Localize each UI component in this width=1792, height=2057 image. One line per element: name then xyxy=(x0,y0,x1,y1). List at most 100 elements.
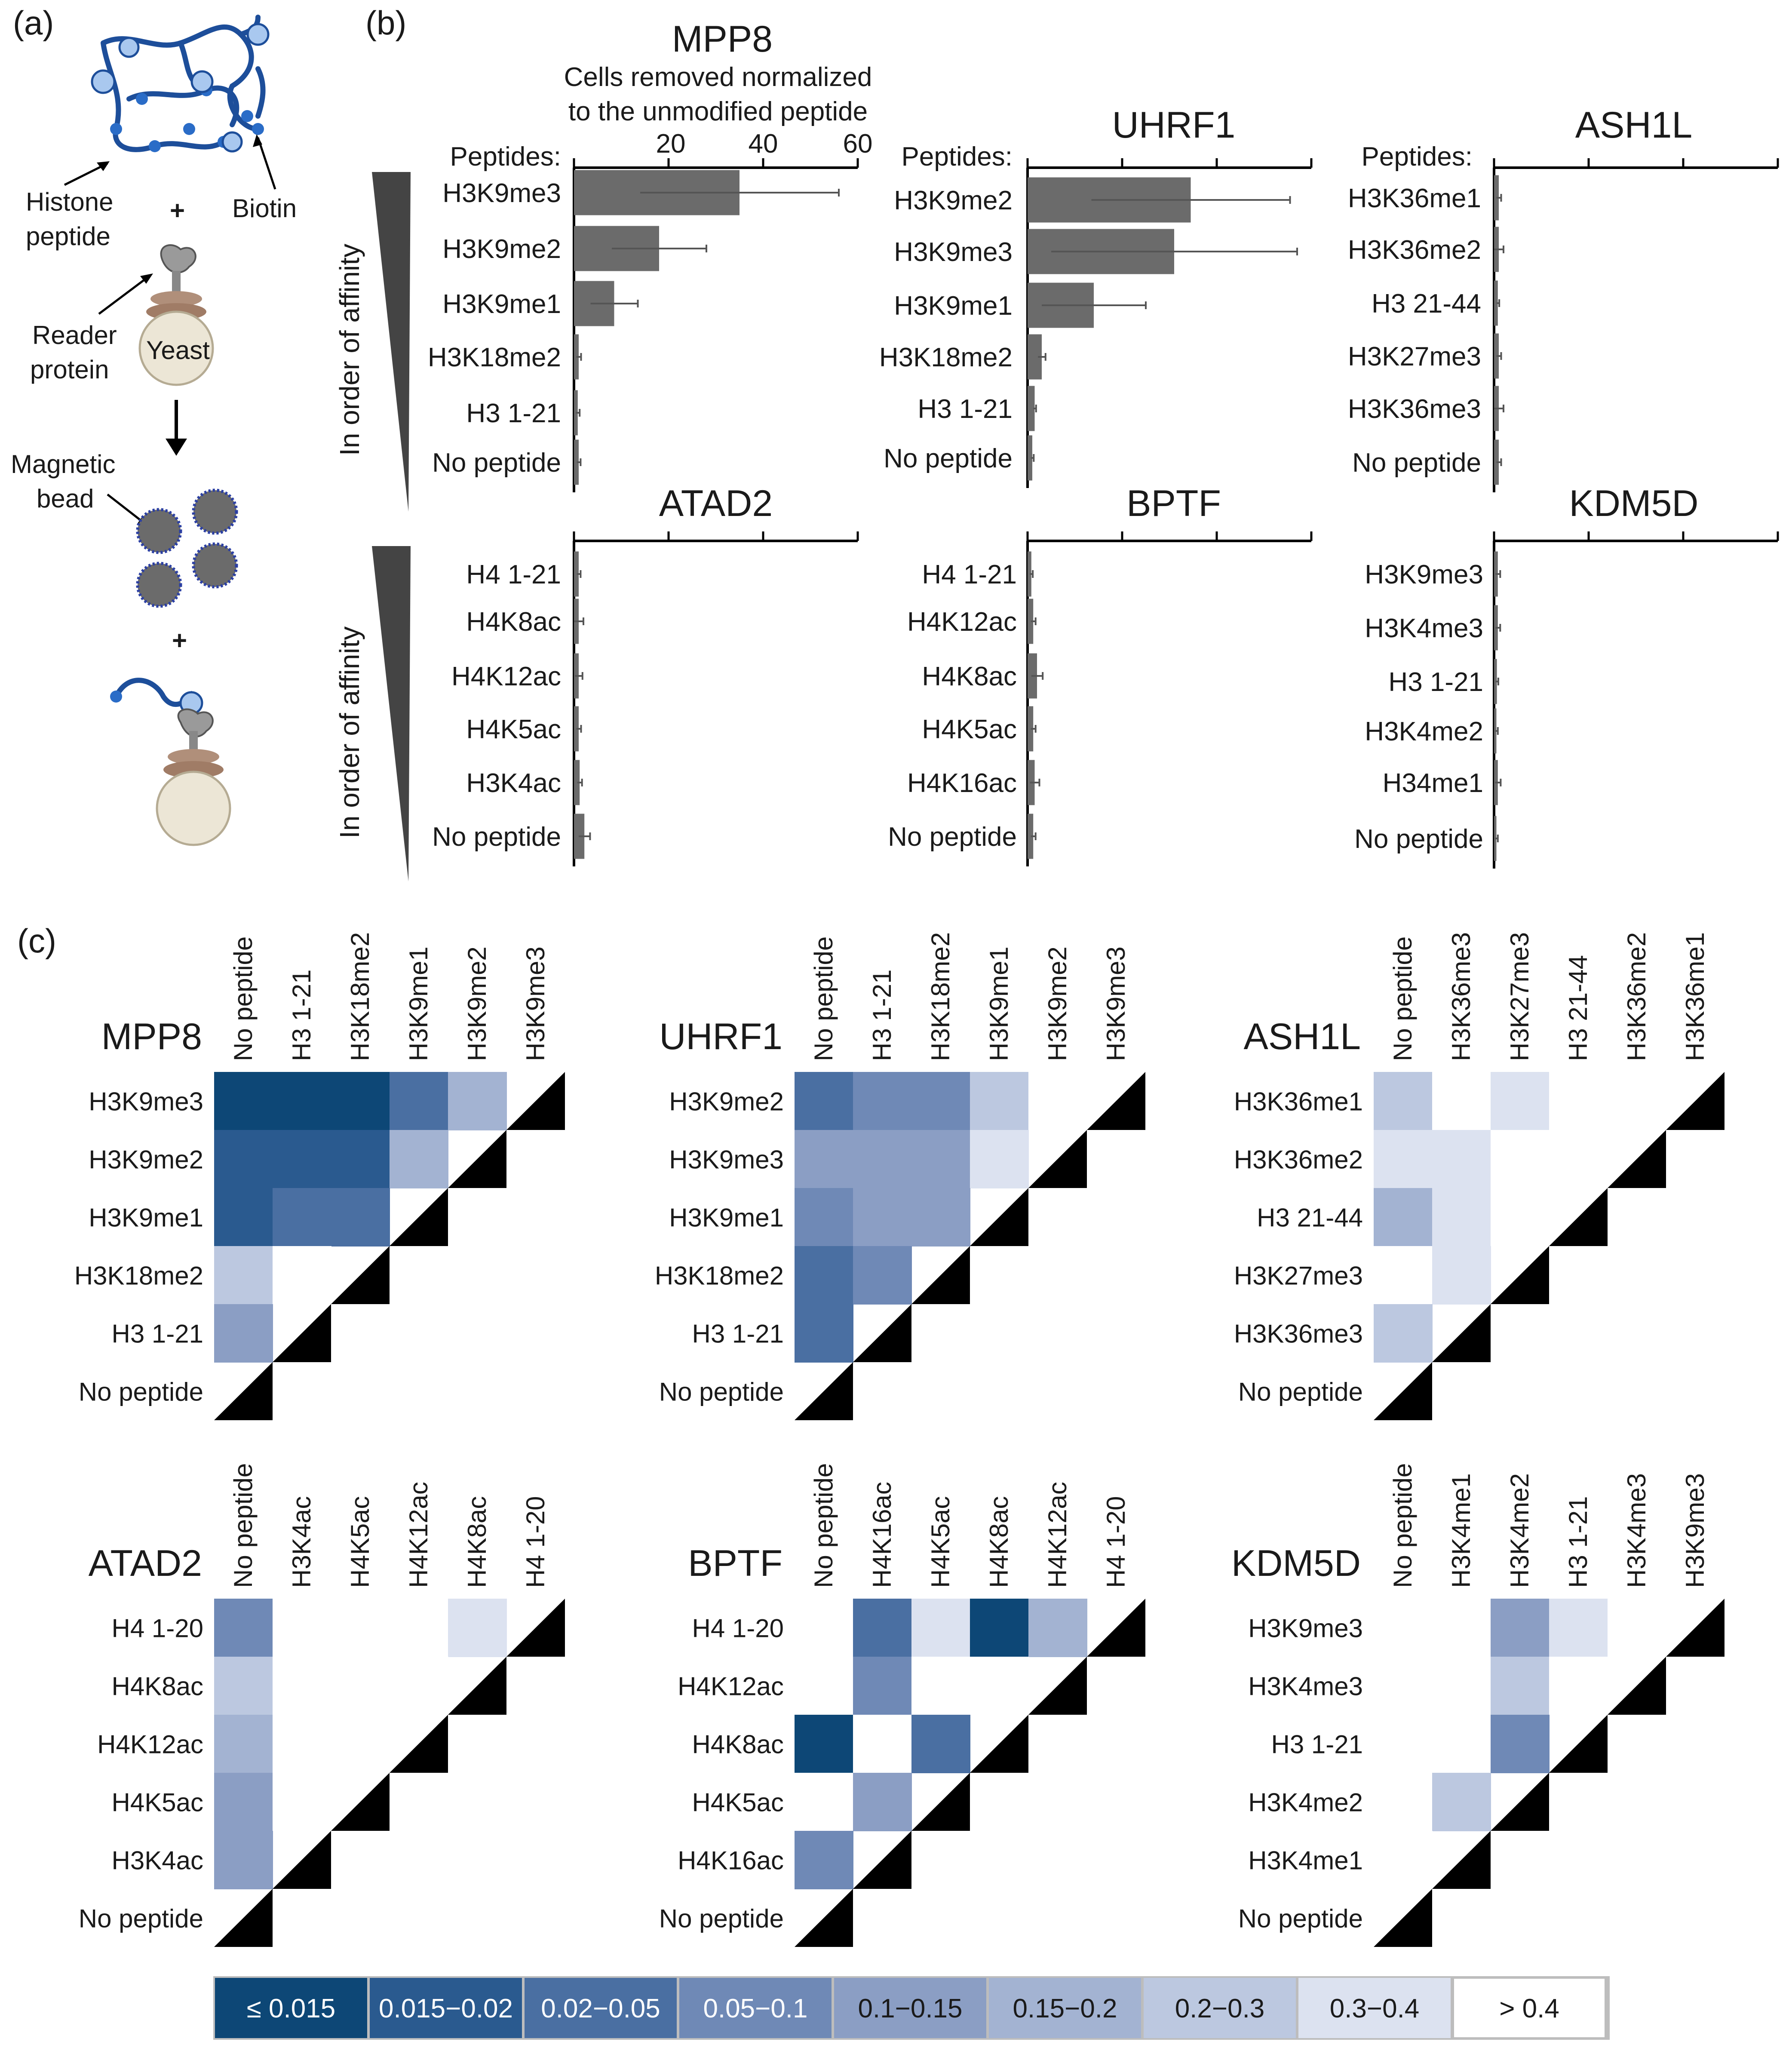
heatmap-cell xyxy=(795,1130,853,1188)
heatmap-column-label: H3 21-44 xyxy=(1564,955,1593,1061)
heatmap-cell xyxy=(1491,1715,1550,1773)
heatmap-cell xyxy=(795,1657,853,1715)
bar-tick-label: H3K4me3 xyxy=(1365,614,1483,643)
reader-anchor-top xyxy=(150,291,202,307)
heatmap-column-label: H3K4me1 xyxy=(1447,1473,1476,1588)
heatmap-cell xyxy=(273,1773,331,1831)
heatmap-title-atad2: ATAD2 xyxy=(89,1543,202,1584)
bar-tick-label: H3K9me3 xyxy=(442,178,561,208)
heatmap-column-label: H4K12ac xyxy=(404,1482,433,1588)
bar xyxy=(1494,280,1498,326)
heatmap-cell xyxy=(795,1831,853,1889)
heatmap-uhrf1: UHRF1 No peptide H3 1-21 H3K18me2 H3K9me1 H3K… xyxy=(655,932,1145,1420)
heatmap-row-label: H3K18me2 xyxy=(74,1262,203,1290)
diagonal-triangle xyxy=(1028,1130,1087,1188)
heatmap-row-label: H3 1-21 xyxy=(112,1320,203,1348)
heatmap-row-label: No peptide xyxy=(1238,1904,1363,1933)
diagonal-triangle xyxy=(1432,1831,1491,1889)
legend-swatch xyxy=(1298,1978,1451,2038)
heatmap-cell xyxy=(1432,1599,1491,1657)
heatmap-cell xyxy=(448,1072,507,1130)
heatmap-cell xyxy=(795,1188,853,1246)
heatmap-title-mpp8: MPP8 xyxy=(101,1016,202,1057)
heatmap-cell xyxy=(1374,1304,1433,1363)
heatmap-cell xyxy=(911,1715,970,1773)
diagonal-triangle xyxy=(1666,1072,1724,1130)
histone-peptide-label-2: peptide xyxy=(26,222,110,251)
legend-swatch xyxy=(834,1978,986,2038)
diagonal-triangle xyxy=(506,1072,565,1130)
heatmap-cell xyxy=(331,1715,390,1773)
heatmap-column-label: No peptide xyxy=(809,1463,838,1588)
diagonal-triangle xyxy=(970,1188,1028,1246)
heatmap-column-label: H4 1-20 xyxy=(1102,1496,1130,1588)
heatmap-row-label: H3K9me3 xyxy=(89,1087,203,1116)
heatmap-column-label: No peptide xyxy=(1388,936,1417,1061)
diagonal-triangle xyxy=(1432,1304,1491,1362)
heatmap-cell xyxy=(214,1246,273,1305)
bar-tick-label: H3K36me3 xyxy=(1348,394,1481,424)
bar-tick-label: H3 1-21 xyxy=(917,394,1013,424)
legend-swatch xyxy=(370,1978,522,2038)
reader-stalk xyxy=(172,271,181,297)
diagonal-triangle xyxy=(795,1362,853,1420)
yeast-cell xyxy=(138,310,214,386)
bar-tick-label: H4K16ac xyxy=(907,768,1017,798)
bar-tick-label: H3K9me2 xyxy=(894,186,1013,215)
heatmap-column-label: H3 1-21 xyxy=(287,970,316,1061)
heatmap-column-label: H3K36me2 xyxy=(1622,932,1651,1061)
heatmap-column-label: H3K36me1 xyxy=(1681,932,1709,1061)
bar-tick-label: No peptide xyxy=(432,822,561,852)
heatmap-row-label: H4 1-20 xyxy=(112,1614,203,1643)
heatmap-cell xyxy=(853,1657,912,1715)
heatmap-column-label: No peptide xyxy=(1388,1463,1417,1588)
heatmap-title-ash1l: ASH1L xyxy=(1244,1016,1361,1057)
heatmap-row-label: H3 1-21 xyxy=(1271,1730,1363,1759)
heatmap-cell xyxy=(214,1599,273,1657)
legend-label: 0.05−0.1 xyxy=(703,1994,807,2023)
bar-tick-label: H3 1-21 xyxy=(1388,667,1483,697)
heatmap-cell xyxy=(214,1304,273,1363)
diagonal-triangle xyxy=(448,1657,506,1715)
diagonal-triangle xyxy=(911,1246,970,1304)
heatmap-row-label: H3K18me2 xyxy=(655,1262,784,1290)
bar-tick-label: H34me1 xyxy=(1383,768,1483,798)
magnetic-bead-label-2: bead xyxy=(37,484,94,513)
heatmap-cell xyxy=(1491,1657,1550,1715)
affinity-wedge-top xyxy=(372,172,411,512)
heatmap-column-label: H4K5ac xyxy=(926,1496,955,1588)
legend-label: 0.2−0.3 xyxy=(1175,1994,1265,2023)
heatmap-cell xyxy=(1374,1657,1433,1715)
heatmap-column-label: H3K27me3 xyxy=(1505,932,1534,1061)
histone-peptide-label-1: Histone xyxy=(26,187,113,216)
heatmap-row-label: H3 1-21 xyxy=(692,1320,784,1348)
heatmap-cell xyxy=(214,1188,273,1246)
heatmap-row-label: H4 1-20 xyxy=(692,1614,784,1643)
heatmap-cell xyxy=(273,1246,331,1305)
diagonal-triangle xyxy=(1549,1188,1608,1246)
modification-circles xyxy=(91,23,270,153)
legend-label: > 0.4 xyxy=(1499,1994,1559,2023)
heatmap-cell xyxy=(273,1599,331,1657)
heatmap-cell xyxy=(1608,1599,1666,1657)
legend-swatch xyxy=(679,1978,832,2038)
process-arrowhead xyxy=(166,439,187,456)
bar-chart-atad2: ATAD2 H4 1-21 H4K8ac H4K12ac H4K5ac H3K4ac No … xyxy=(432,483,859,866)
bar-chart-bptf: BPTF H4 1-21 H4K12ac H4K8ac H4K5ac H4K16ac No … xyxy=(888,483,1313,866)
bar-tick-label: No peptide xyxy=(432,448,561,478)
heatmap-column-label: H3K9me3 xyxy=(1681,1473,1709,1588)
heatmaps: MPP8 No peptide H3 1-21 H3K18me2 H3K9me1 H3K9… xyxy=(74,932,1724,1947)
bar xyxy=(1028,814,1034,859)
heatmap-cell xyxy=(795,1072,853,1130)
heatmap-row-label: No peptide xyxy=(79,1378,203,1406)
heatmap-cell xyxy=(853,1599,912,1657)
heatmap-row-label: H3K9me2 xyxy=(669,1087,784,1116)
affinity-wedge-bottom xyxy=(372,546,411,881)
heatmap-row-label: H3K4me2 xyxy=(1248,1788,1363,1817)
heatmap-column-label: H4K8ac xyxy=(463,1496,491,1588)
peptides-label-uhrf1: Peptides: xyxy=(901,142,1013,172)
bar-title-uhrf1: UHRF1 xyxy=(1112,104,1236,146)
bar xyxy=(574,760,580,805)
panel-label-b: (b) xyxy=(365,4,406,42)
